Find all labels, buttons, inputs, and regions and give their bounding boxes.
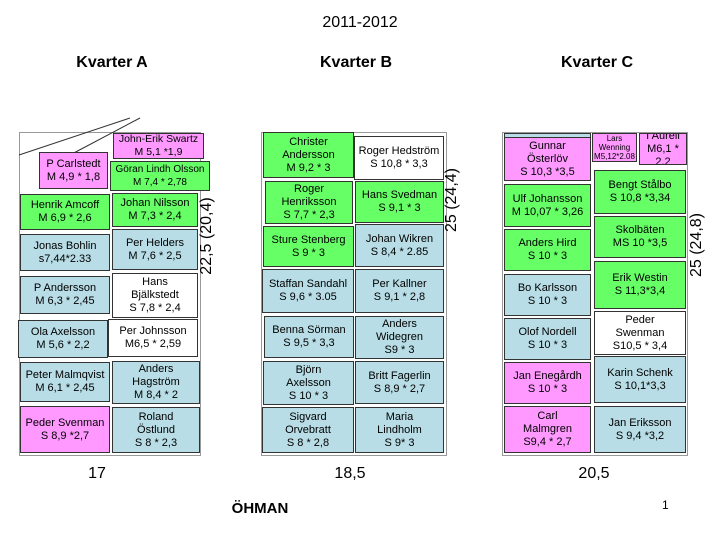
house-box: Roland Östlund S 8 * 2,3: [112, 407, 200, 453]
page-number: 1: [662, 498, 669, 512]
house-box: Ola Axelsson M 5,6 * 2,2: [18, 320, 108, 358]
house-box: P Carlstedt M 4,9 * 1,8: [39, 152, 108, 189]
house-box: Erik Westin S 11,3*3,4: [594, 261, 686, 309]
house-box: Johan Wikren S 8,4 * 2.85: [355, 224, 444, 267]
quarter-b-total: 18,5: [334, 465, 366, 482]
house-box: Per Kallner S 9,1 * 2,8: [355, 269, 444, 313]
house-box: Skolbäten MS 10 *3,5: [594, 216, 686, 258]
house-box: Anders Hagström M 8,4 * 2: [112, 361, 200, 404]
house-box: Hans Bjälkstedt S 7,8 * 2,4: [112, 273, 198, 318]
page-title: 2011-2012: [322, 14, 398, 31]
house-box: Staffan Sandahl S 9,6 * 3.05: [262, 269, 354, 313]
house-box: Johan Nilsson M 7,3 * 2,4: [112, 193, 198, 227]
house-box: Björn Axelsson S 10 * 3: [263, 361, 354, 405]
quarter-b-side-label: 25 (24,4): [443, 167, 460, 233]
footer-name: ÖHMAN: [231, 500, 289, 517]
house-box: Bengt Stålbo S 10,8 *3,34: [594, 170, 686, 214]
house-box: Anders Hird S 10 * 3: [504, 229, 591, 271]
house-box: Karin Schenk S 10,1*3,3: [594, 356, 686, 403]
house-box: Sture Stenberg S 9 * 3: [263, 226, 354, 267]
house-box: Olof Nordell S 10 * 3: [504, 318, 591, 360]
house-box: Anders Widegren S9 * 3: [355, 316, 444, 359]
house-box: Gunnar Österlöv S 10,3 *3,5: [504, 137, 591, 181]
house-box: Jan Eriksson S 9,4 *3,2: [594, 406, 686, 453]
house-box: P Andersson M 6,3 * 2,45: [20, 276, 110, 314]
house-box: I Aurell M6,1 * 2,2: [639, 133, 687, 165]
house-box: Jan Enegårdh S 10 * 3: [504, 362, 591, 404]
house-box: Göran Lindh Olsson M 7,4 * 2,78: [110, 161, 210, 191]
house-box: Jonas Bohlin s7,44*2.33: [20, 234, 110, 271]
quarter-c-heading: Kvarter C: [560, 54, 634, 71]
house-box: Henrik Amcoff M 6,9 * 2,6: [20, 194, 110, 230]
house-box: Christer Andersson M 9,2 * 3: [263, 132, 354, 178]
house-box: Per Helders M 7,6 * 2,5: [112, 229, 198, 270]
house-box: Maria Lindholm S 9* 3: [355, 407, 444, 453]
house-box: Sigvard Orvebratt S 8 * 2,8: [262, 407, 354, 453]
quarter-c-side-label: 25 (24,8): [688, 212, 705, 278]
house-box: Ulf Johansson M 10,07 * 3,26: [504, 184, 591, 227]
house-box: Lars Wenning M5,12*2.08: [592, 133, 637, 162]
quarter-a-side-label: 22,5 (20,4): [198, 197, 215, 275]
house-box: Roger Hedström S 10,8 * 3,3: [354, 136, 444, 180]
house-box: Benna Sörman S 9,5 * 3,3: [264, 316, 354, 358]
house-box: Roger Henriksson S 7,7 * 2,3: [265, 181, 353, 224]
house-box: Carl Malmgren S9,4 * 2,7: [504, 406, 591, 453]
house-box: Britt Fagerlin S 8,9 * 2,7: [355, 361, 444, 404]
house-box: John-Erik Swartz M 5,1 *1,9: [113, 133, 204, 159]
quarter-c-total: 20,5: [578, 465, 610, 482]
quarter-a-heading: Kvarter A: [76, 54, 148, 71]
house-box: Peder Swenman S10,5 * 3,4: [594, 311, 686, 355]
house-box: Hans Svedman S 9,1 * 3: [355, 181, 444, 223]
house-box: Per Johnsson M6,5 * 2,59: [108, 319, 198, 357]
house-box: Peter Malmqvist M 6,1 * 2,45: [20, 362, 110, 402]
house-box: Bo Karlsson S 10 * 3: [504, 274, 591, 316]
house-box: Peder Svenman S 8,9 *2,7: [20, 406, 110, 453]
quarter-a-total: 17: [88, 465, 106, 482]
quarter-b-heading: Kvarter B: [319, 54, 393, 71]
